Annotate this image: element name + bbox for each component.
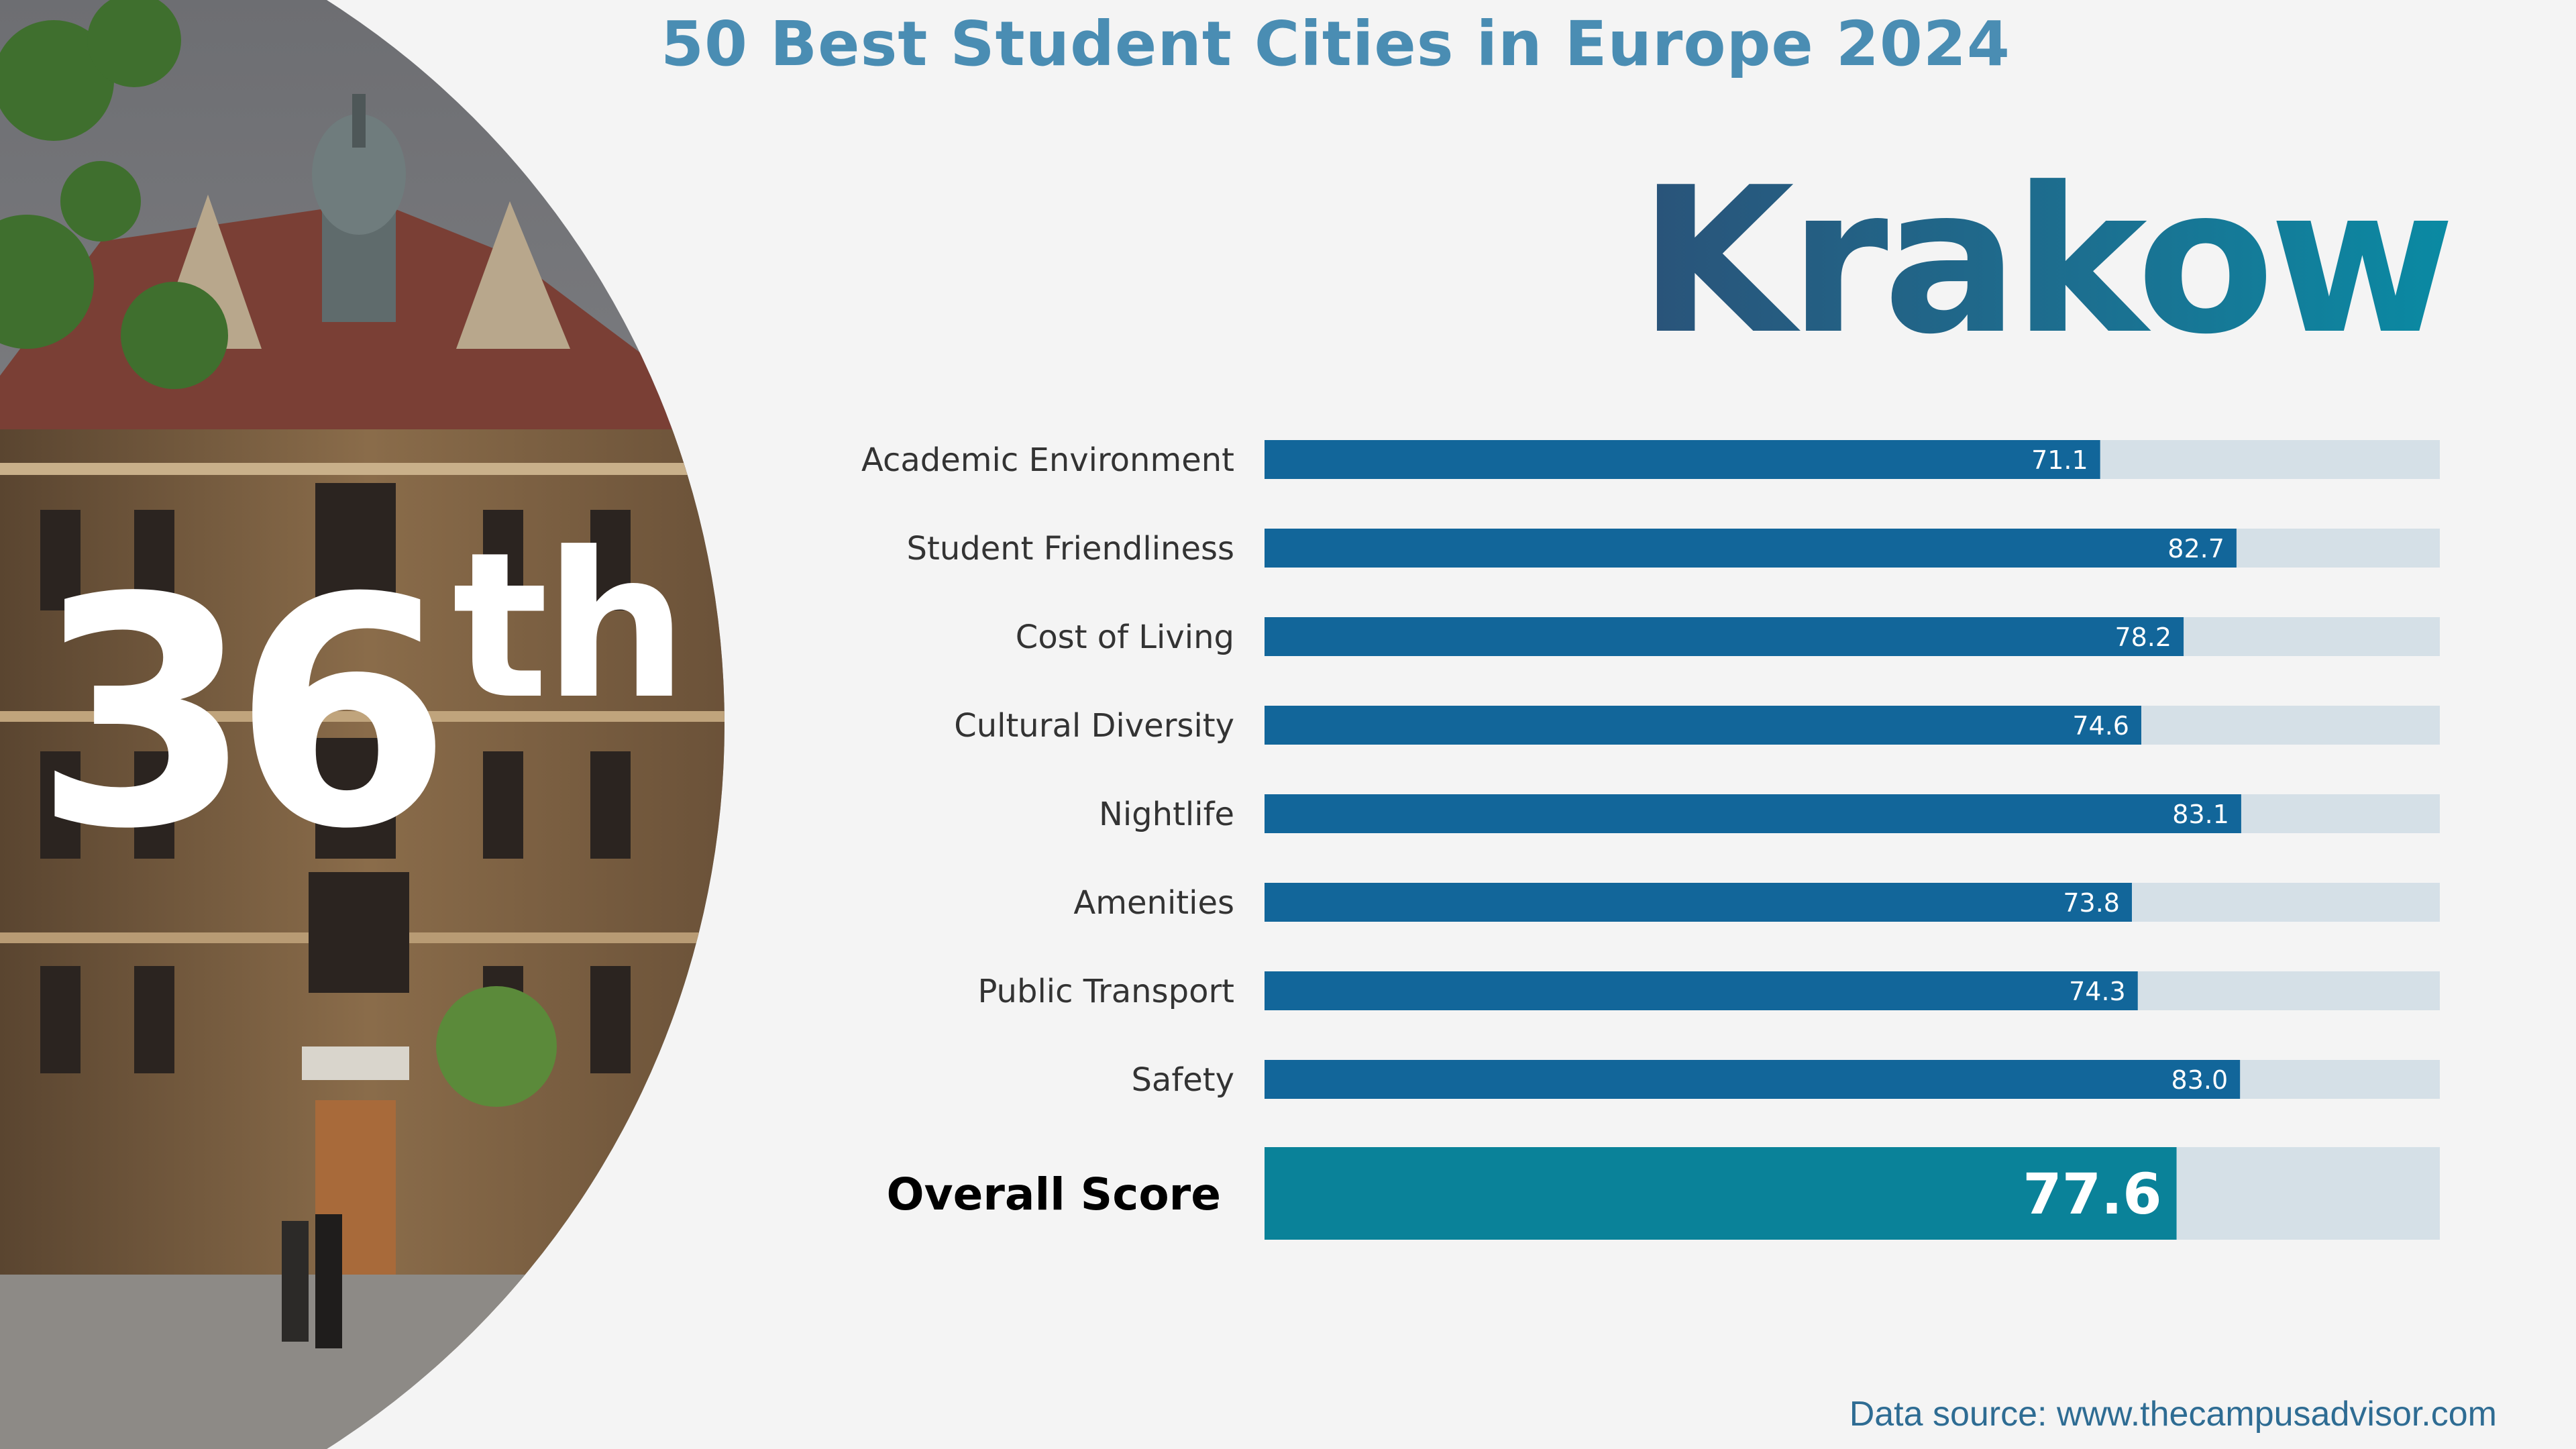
value-label: 78.2 [2114, 623, 2171, 652]
value-label: 74.3 [2069, 977, 2126, 1006]
category-label: Public Transport [977, 973, 1234, 1010]
bar [1265, 971, 2138, 1010]
bar-track [1265, 971, 2440, 1010]
bar-track [1265, 617, 2440, 656]
bar-track [1265, 883, 2440, 922]
category-label: Cost of Living [1016, 619, 1234, 656]
bar [1265, 883, 2132, 922]
value-label: 83.0 [2171, 1065, 2229, 1095]
city-name: Krakow [1638, 144, 2455, 378]
bar-track [1265, 1060, 2440, 1099]
bar [1265, 617, 2184, 656]
value-label: 83.1 [2172, 800, 2229, 829]
bar-track [1265, 794, 2440, 833]
value-label: 74.6 [2072, 711, 2129, 741]
page-title: 50 Best Student Cities in Europe 2024 [661, 8, 2010, 80]
overall-label: Overall Score [886, 1169, 1221, 1220]
overall-value: 77.6 [2023, 1161, 2161, 1227]
overall-bar [1265, 1147, 2177, 1240]
rank-suffix: th [452, 509, 688, 743]
bar [1265, 1060, 2241, 1099]
data-source: Data source: www.thecampusadvisor.com [1849, 1395, 2497, 1434]
rank-number: 36 [34, 531, 452, 898]
bar [1265, 529, 2237, 568]
bar-track [1265, 706, 2440, 745]
bar [1265, 794, 2241, 833]
overall-track [1265, 1147, 2440, 1240]
city-photo [0, 0, 738, 1449]
category-label: Cultural Diversity [954, 707, 1234, 745]
category-label: Safety [1131, 1061, 1234, 1099]
category-label: Amenities [1073, 884, 1234, 922]
bar-track [1265, 440, 2440, 479]
category-label: Academic Environment [861, 441, 1234, 479]
bar-track [1265, 529, 2440, 568]
value-label: 73.8 [2063, 888, 2120, 918]
value-label: 71.1 [2031, 445, 2088, 475]
bar [1265, 440, 2100, 479]
bar [1265, 706, 2141, 745]
category-label: Student Friendliness [907, 530, 1234, 568]
category-label: Nightlife [1099, 796, 1234, 833]
value-label: 82.7 [2167, 534, 2224, 564]
